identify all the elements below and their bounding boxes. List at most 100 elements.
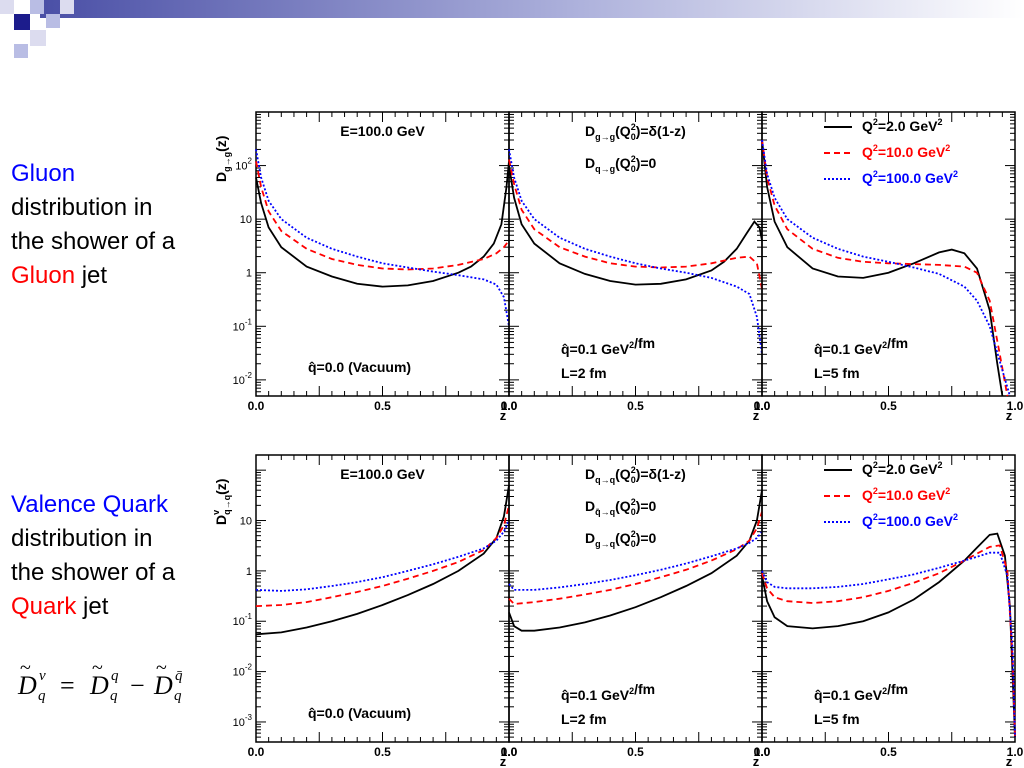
series-line	[255, 161, 510, 271]
label-superscript: -1	[245, 317, 253, 326]
caption-word: Quark	[11, 593, 77, 620]
formula-tilde: ~	[156, 658, 167, 679]
series-line	[761, 139, 1011, 397]
label-part: )=0	[636, 498, 657, 514]
label-superscript: 2	[631, 497, 636, 507]
label-superscript: 2	[937, 117, 942, 127]
caption-line: the shower of a	[11, 228, 176, 255]
label-part: 10	[233, 375, 245, 387]
formula-minus: −	[130, 671, 145, 700]
formula-term2: D	[153, 671, 173, 700]
x-tick-label: 0.5	[627, 399, 644, 413]
label-part: )=0	[636, 530, 657, 546]
legend-entry: Q2=100.0 GeV2	[862, 169, 958, 186]
label-part: D	[213, 172, 229, 182]
legend-entry: Q2=10.0 GeV2	[862, 143, 950, 160]
x-tick-label: 1.0	[1007, 399, 1024, 413]
label-subscript: 0	[631, 507, 636, 517]
label-part: (Q	[615, 498, 631, 514]
valence-formula: D ~ q v = D ~ q q − D ~ q q̄	[17, 658, 183, 704]
x-tick-label: 1.0	[501, 745, 518, 759]
label-superscript: 2	[953, 512, 958, 522]
label-part: /fm	[887, 681, 908, 697]
label-superscript: -3	[245, 713, 253, 722]
label-superscript: 2	[882, 340, 887, 350]
panel-frame	[255, 111, 510, 397]
label-part: 1	[246, 566, 252, 578]
legend-entry: Q2=2.0 GeV2	[862, 117, 942, 134]
caption-word: Gluon	[11, 262, 76, 289]
label-part: =2.0 GeV	[878, 461, 938, 477]
caption-line: distribution in	[11, 525, 153, 552]
panel-label: q̂=0.0 (Vacuum)	[308, 359, 411, 375]
y-tick-label: 10-2	[233, 371, 253, 387]
y-tick-label: 102	[235, 157, 252, 173]
x-axis-label: z	[500, 408, 507, 423]
label-superscript: -2	[245, 663, 253, 672]
label-part: D	[585, 123, 595, 139]
label-subscript: q→q	[595, 475, 615, 485]
label-part: )=δ(1-z)	[636, 123, 686, 139]
label-part: q̂=0.1 GeV	[561, 687, 630, 703]
label-part: /fm	[887, 335, 908, 351]
y-axis-label: Dg→g(z)	[213, 136, 232, 182]
label-superscript: -2	[245, 371, 253, 380]
label-superscript: 2	[629, 340, 634, 350]
label-superscript: 2	[631, 154, 636, 164]
x-tick-label: 0.0	[754, 399, 771, 413]
x-tick-label: 0.0	[501, 745, 518, 759]
caption-tail: jet	[75, 262, 108, 289]
caption-word: Gluon	[11, 160, 76, 187]
x-tick-label: 0.5	[374, 399, 391, 413]
panel-label: q̂=0.1 GeV2/fm	[814, 335, 908, 357]
formula-term2-sub: q	[174, 688, 182, 704]
label-part: (Q	[615, 123, 631, 139]
x-tick-label: 1.0	[1007, 745, 1024, 759]
series-line	[255, 505, 510, 607]
y-tick-label: 10-1	[233, 612, 253, 628]
y-tick-label: 1	[246, 566, 252, 578]
label-subscript: 0	[631, 164, 636, 174]
series-line	[255, 520, 510, 592]
x-axis-label: z	[1006, 408, 1013, 423]
label-part: )=δ(1-z)	[636, 466, 686, 482]
panel-condition-label: Dq→q(Q2 0)=δ(1-z)	[585, 465, 686, 485]
legend-entry: Q2=10.0 GeV2	[862, 486, 950, 503]
y-tick-label: 1	[246, 268, 252, 280]
series-line	[508, 165, 763, 286]
x-tick-label: 0.0	[754, 745, 771, 759]
label-superscript: 2	[937, 460, 942, 470]
series-line	[255, 149, 510, 327]
label-part: /fm	[634, 681, 655, 697]
caption-line: the shower of a	[11, 559, 176, 586]
y-tick-label: 10	[240, 214, 252, 226]
legend-entry: Q2=100.0 GeV2	[862, 512, 958, 529]
formula-tilde: ~	[92, 658, 103, 679]
label-subscript: 0	[631, 475, 636, 485]
panel-label: q̂=0.1 GeV2/fm	[561, 335, 655, 357]
label-part: D	[585, 530, 595, 546]
label-part: q̂=0.1 GeV	[814, 687, 883, 703]
label-part: =100.0 GeV	[878, 170, 954, 186]
label-part: =10.0 GeV	[878, 487, 946, 503]
label-subscript: q→q	[222, 495, 232, 515]
y-tick-label: 10-1	[233, 317, 253, 333]
series-line	[255, 485, 510, 636]
label-part: D	[585, 466, 595, 482]
label-part: 10	[233, 667, 245, 679]
header-gradient-bar	[40, 0, 1024, 18]
series-line	[761, 139, 1004, 397]
y-tick-label: 10-2	[233, 663, 253, 679]
label-superscript: 2	[631, 529, 636, 539]
x-tick-label: 0.5	[880, 745, 897, 759]
label-subscript: g→g	[222, 152, 232, 172]
label-part: 1	[246, 268, 252, 280]
deco-square	[46, 14, 60, 28]
formula-term2-sup: q̄	[175, 668, 183, 684]
label-part: 10	[240, 214, 252, 226]
label-part: =100.0 GeV	[878, 513, 954, 529]
